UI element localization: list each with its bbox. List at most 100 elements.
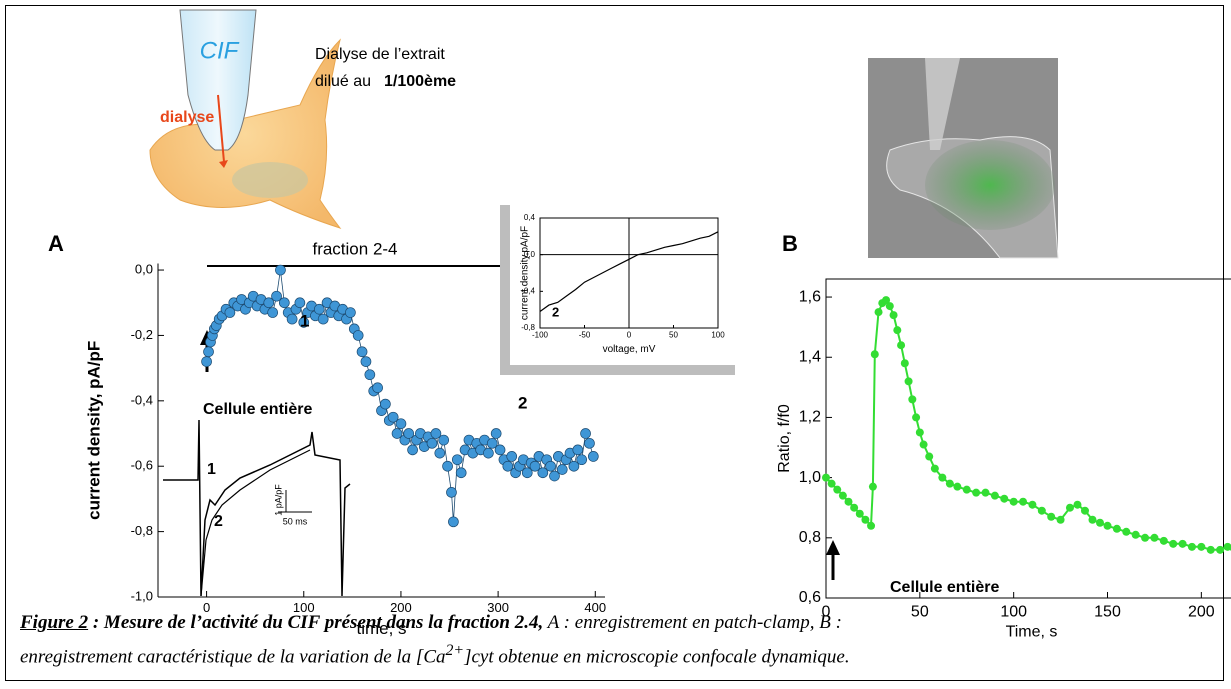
data-point (201, 356, 212, 367)
data-point (833, 485, 842, 494)
data-point (387, 411, 399, 423)
x-tick-label: 150 (1094, 604, 1121, 621)
data-point (930, 464, 939, 473)
data-point (391, 428, 403, 439)
data-point (372, 382, 383, 394)
data-point (407, 444, 418, 456)
data-point (584, 437, 595, 449)
data-point (915, 428, 924, 437)
data-point (981, 488, 990, 497)
pipette-image (925, 58, 960, 150)
dialysis-arrow (217, 94, 225, 163)
data-point (882, 296, 891, 305)
data-point (403, 428, 415, 439)
y-tick-label: 1,6 (799, 288, 821, 305)
arrow-label: Cellule entière (890, 579, 999, 596)
scale-label: 1 pA/pF (273, 484, 283, 516)
data-point (874, 308, 883, 317)
data-point (1065, 503, 1074, 512)
y-tick-label: 1,2 (799, 409, 821, 426)
caption-sup: 2+ (445, 642, 465, 659)
data-point (1216, 545, 1225, 554)
trace-label: 2 (552, 304, 559, 319)
x-axis-label: time, s (356, 619, 406, 638)
x-tick-label: 400 (584, 600, 606, 615)
y-axis-label: current density,pA/pF (520, 226, 531, 320)
data-point (870, 350, 879, 359)
data-point (352, 330, 364, 341)
data-point (1073, 500, 1082, 509)
diagram-text: dilué au (315, 73, 371, 90)
inset-shadow (500, 365, 735, 375)
y-tick-label: -0,2 (131, 327, 153, 342)
data-point (395, 418, 407, 430)
data-point (521, 467, 533, 479)
caption-line: enregistrement caractéristique de la var… (20, 642, 850, 668)
data-point (904, 377, 913, 386)
fluorescence (925, 140, 1055, 230)
caption-text: enregistrement caractéristique de la var… (20, 646, 446, 668)
data-point (313, 303, 325, 315)
data-point (1206, 545, 1215, 554)
data-point (1028, 500, 1037, 509)
figure-frame (5, 5, 1224, 681)
data-point (537, 467, 549, 479)
data-point (438, 434, 450, 446)
diagram-text: 1/100ème (384, 73, 456, 90)
data-point (448, 516, 459, 528)
arrow-head (219, 160, 228, 168)
data-point (855, 509, 864, 518)
connector-line (825, 298, 1231, 551)
data-point (938, 473, 947, 482)
data-point (506, 451, 518, 462)
data-point (1187, 542, 1196, 551)
data-point (275, 264, 286, 276)
y-tick-label: -0,6 (131, 458, 153, 473)
x-tick-label: 100 (293, 600, 315, 615)
data-point (925, 452, 934, 461)
y-tick-label: -0,4 (131, 392, 153, 407)
data-point (442, 460, 453, 472)
x-tick-label: 200 (390, 600, 412, 615)
data-point (889, 311, 898, 320)
data-point (912, 413, 921, 422)
y-tick-label: 0,6 (799, 589, 821, 606)
current-trace (163, 419, 351, 597)
axes-frame (825, 278, 1231, 599)
data-point (1141, 533, 1150, 542)
inset-shadow (500, 205, 510, 375)
x-tick-label: 100 (711, 330, 725, 339)
data-point (838, 491, 847, 500)
data-point (267, 307, 279, 318)
data-point (1197, 542, 1206, 551)
data-point (549, 470, 560, 482)
data-point (576, 454, 588, 466)
data-point (263, 297, 275, 309)
data-point (844, 497, 853, 506)
data-point (868, 482, 877, 491)
data-point (885, 302, 894, 311)
x-tick-label: 100 (1000, 604, 1027, 621)
y-tick-label: 0,0 (524, 250, 536, 259)
caption-text: ]cyt obtenue en microscopie confocale dy… (464, 646, 850, 668)
data-point (298, 317, 310, 328)
y-axis-label: Ratio, f/f0 (776, 404, 793, 473)
inset-background (510, 205, 735, 365)
caption-label: Figure 2 (20, 612, 89, 633)
data-point (1131, 530, 1140, 539)
data-point (317, 313, 329, 325)
current-trace (200, 449, 311, 597)
series-line (539, 231, 719, 312)
y-tick-label: 0,0 (135, 261, 153, 276)
data-point (962, 485, 971, 494)
pipette-label: CIF (200, 37, 240, 64)
data-point (545, 460, 556, 472)
data-point (203, 346, 214, 358)
data-point (502, 460, 514, 472)
data-point (271, 290, 282, 302)
x-tick-label: 200 (1188, 604, 1215, 621)
y-tick-label: -0,8 (131, 523, 153, 538)
diagram-arrow-label: dialyse (160, 109, 214, 126)
data-point (278, 297, 290, 309)
